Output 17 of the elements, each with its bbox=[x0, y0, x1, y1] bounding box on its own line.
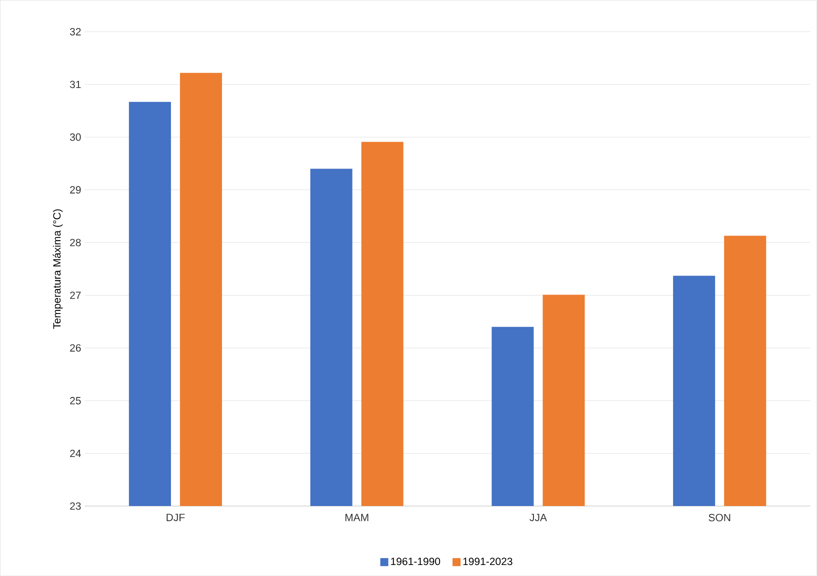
x-tick-label: JJA bbox=[530, 514, 547, 522]
y-tick-label: 28 bbox=[70, 238, 81, 246]
y-tick-label: 26 bbox=[70, 344, 81, 352]
y-tick-label: 32 bbox=[70, 28, 81, 36]
y-tick-label: 29 bbox=[70, 186, 81, 194]
y-axis-title: Temperatura Máxima (°C) bbox=[52, 209, 63, 329]
y-tick-label: 31 bbox=[70, 80, 81, 88]
y-tick-label: 27 bbox=[70, 292, 81, 300]
x-tick-label: MAM bbox=[345, 514, 368, 522]
y-tick-label: 30 bbox=[70, 134, 81, 141]
x-tick-label: SON bbox=[708, 514, 730, 522]
legend-label: 1991-2023 bbox=[463, 558, 512, 566]
y-tick-label: 24 bbox=[70, 450, 81, 458]
y-tick-label: 25 bbox=[70, 397, 81, 404]
y-tick-label: 23 bbox=[70, 502, 81, 510]
legend-label: 1961-1990 bbox=[391, 558, 440, 566]
x-tick-label: DJF bbox=[166, 514, 185, 522]
